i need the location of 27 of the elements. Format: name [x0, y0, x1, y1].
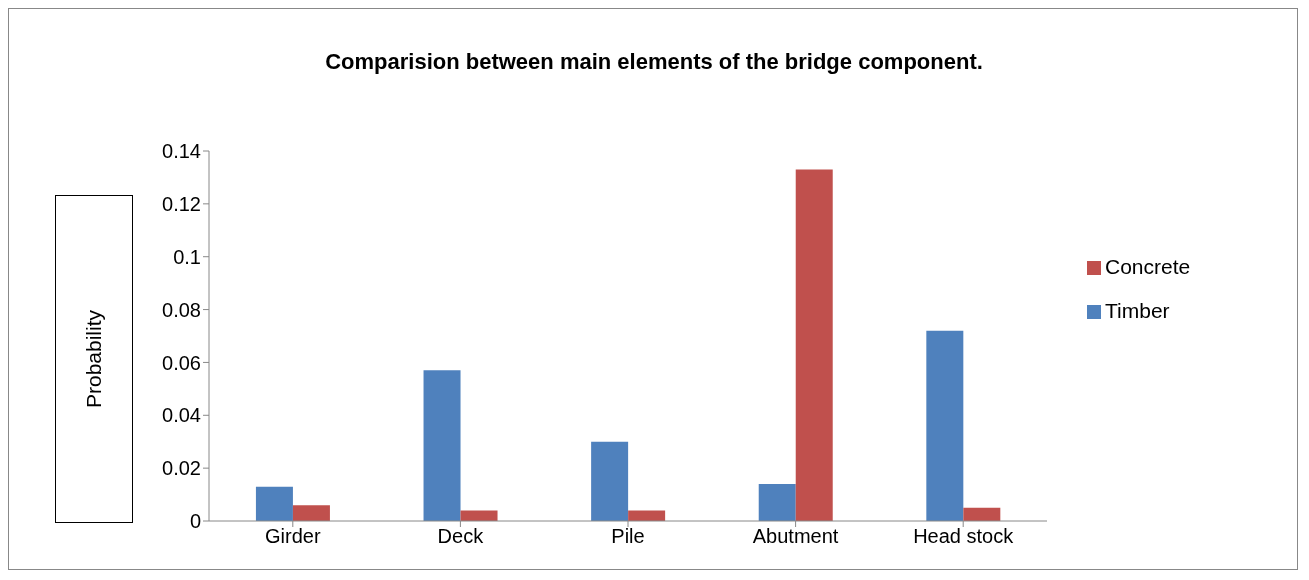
bar [423, 370, 461, 521]
bar [963, 507, 1001, 521]
bar [591, 441, 629, 521]
chart-title: Comparision between main elements of the bridge component. [324, 49, 984, 75]
y-tick-label: 0.04 [162, 404, 201, 427]
legend-label: Concrete [1105, 255, 1191, 278]
bar [795, 169, 833, 521]
bar [460, 510, 498, 521]
bar [758, 484, 796, 521]
x-tick-label: Head stock [913, 525, 1015, 548]
y-axis-title: Probability [82, 309, 106, 409]
x-tick-label: Deck [437, 525, 485, 548]
bar [628, 510, 666, 521]
y-tick-label: 0 [189, 510, 201, 533]
x-tick-label: Abutment [752, 525, 839, 548]
bar [292, 505, 330, 521]
legend-label: Timber [1105, 299, 1170, 322]
x-tick-label: Girder [265, 525, 321, 548]
y-tick-label: 0.14 [162, 140, 201, 163]
y-tick-label: 0.02 [162, 457, 201, 480]
bar [926, 330, 964, 521]
y-tick-label: 0.08 [162, 298, 201, 321]
y-tick-label: 0.12 [162, 192, 201, 215]
bar [255, 486, 293, 521]
x-tick-label: Pile [611, 525, 645, 548]
y-tick-label: 0.06 [162, 351, 201, 374]
y-tick-label: 0.1 [173, 245, 201, 268]
